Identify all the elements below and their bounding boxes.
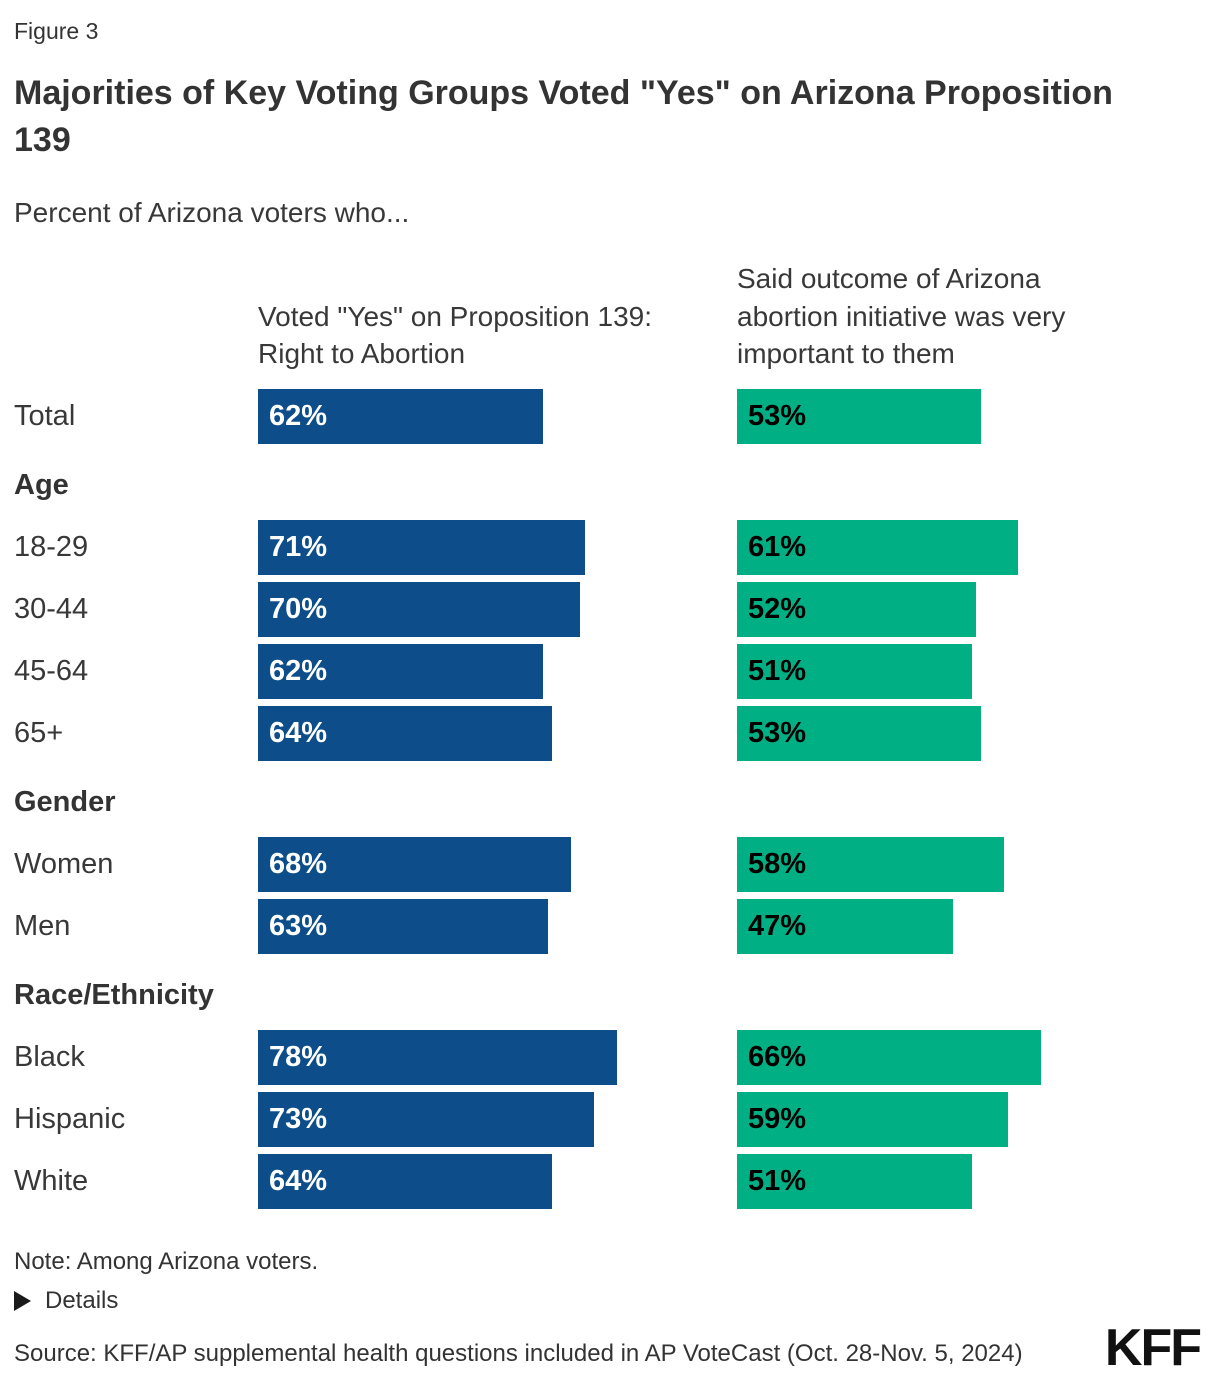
- bar-value-label: 62%: [269, 399, 328, 432]
- section-header-age: Age: [14, 468, 69, 501]
- row-label-30-44: 30-44: [14, 592, 89, 625]
- bar-value-label: 63%: [269, 909, 328, 942]
- bar-cell: 73%: [258, 1091, 737, 1147]
- chart-row-total: Total 62% 53%: [14, 388, 1200, 444]
- bar-value-label: 62%: [269, 654, 328, 687]
- bar-cell: 68%: [258, 836, 737, 892]
- bar-cell: 64%: [258, 1153, 737, 1209]
- bar-outcome-very-important-men: 47%: [737, 898, 954, 954]
- chart-row-black: Black 78% 66%: [14, 1029, 1200, 1085]
- bar-outcome-very-important-45-64: 51%: [737, 643, 972, 699]
- row-label-white: White: [14, 1164, 89, 1197]
- bar-voted-yes-prop-139-men: 63%: [258, 898, 548, 954]
- bar-value-label: 64%: [269, 716, 328, 749]
- bar-voted-yes-prop-139-30-44: 70%: [258, 581, 580, 637]
- chart-row-30-44: 30-44 70% 52%: [14, 581, 1200, 637]
- bar-outcome-very-important-total: 53%: [737, 388, 981, 444]
- row-label-women: Women: [14, 847, 114, 880]
- bar-value-label: 51%: [748, 1164, 807, 1197]
- bar-cell: 53%: [737, 705, 1200, 761]
- chart-row-18-29: 18-29 71% 61%: [14, 519, 1200, 575]
- figure-footer: Note: Among Arizona voters. Details Sour…: [14, 1248, 1202, 1378]
- details-toggle[interactable]: Details: [14, 1287, 118, 1315]
- column-header-voted-yes: Voted "Yes" on Proposition 139: Right to…: [258, 300, 653, 370]
- bar-cell: 71%: [258, 519, 737, 575]
- bar-cell: 51%: [737, 1153, 1200, 1209]
- bar-value-label: 70%: [269, 592, 328, 625]
- section-header-race-ethnicity: Race/Ethnicity: [14, 978, 214, 1011]
- bar-value-label: 64%: [269, 1164, 328, 1197]
- bar-outcome-very-important-30-44: 52%: [737, 581, 977, 637]
- chart-note: Note: Among Arizona voters.: [14, 1248, 319, 1276]
- column-headers: Voted "Yes" on Proposition 139: Right to…: [14, 247, 1200, 373]
- bar-cell: 51%: [737, 643, 1200, 699]
- bar-voted-yes-prop-139-black: 78%: [258, 1029, 617, 1085]
- bar-value-label: 61%: [748, 530, 807, 563]
- chart-row-45-64: 45-64 62% 51%: [14, 643, 1200, 699]
- row-label-black: Black: [14, 1040, 85, 1073]
- bar-cell: 70%: [258, 581, 737, 637]
- bar-value-label: 53%: [748, 716, 807, 749]
- figure-label: Figure 3: [14, 18, 99, 44]
- row-label-total: Total: [14, 399, 76, 432]
- column-header-outcome-important: Said outcome of Arizona abortion initiat…: [737, 263, 1066, 370]
- bar-outcome-very-important-hispanic: 59%: [737, 1091, 1009, 1147]
- bar-cell: 53%: [737, 388, 1200, 444]
- row-label-hispanic: Hispanic: [14, 1102, 126, 1135]
- section-header-gender: Gender: [14, 785, 116, 818]
- source-text: Source: KFF/AP supplemental health quest…: [14, 1340, 1023, 1367]
- bar-value-label: 68%: [269, 847, 328, 880]
- bar-value-label: 78%: [269, 1040, 328, 1073]
- kff-logo[interactable]: KFF: [1104, 1319, 1202, 1378]
- bar-voted-yes-prop-139-45-64: 62%: [258, 643, 544, 699]
- bar-value-label: 59%: [748, 1102, 807, 1135]
- bar-cell: 58%: [737, 836, 1200, 892]
- chart-rows: Total 62% 53% Age 18-29 71% 61% 30-44 70% 52% 45-6…: [14, 388, 1200, 1209]
- bar-cell: 62%: [258, 643, 737, 699]
- bar-cell: 64%: [258, 705, 737, 761]
- bar-outcome-very-important-women: 58%: [737, 836, 1004, 892]
- bar-cell: 62%: [258, 388, 737, 444]
- bar-value-label: 52%: [748, 592, 807, 625]
- bar-value-label: 58%: [748, 847, 807, 880]
- bar-value-label: 53%: [748, 399, 807, 432]
- details-expand-triangle-icon: [14, 1291, 31, 1312]
- bar-value-label: 66%: [748, 1040, 807, 1073]
- bar-voted-yes-prop-139-total: 62%: [258, 388, 544, 444]
- figure-container: Figure 3 Majorities of Key Voting Groups…: [14, 18, 1200, 1209]
- bar-outcome-very-important-18-29: 61%: [737, 519, 1018, 575]
- bar-outcome-very-important-65: 53%: [737, 705, 981, 761]
- bar-voted-yes-prop-139-65: 64%: [258, 705, 553, 761]
- row-label-18-29: 18-29: [14, 530, 89, 563]
- bar-cell: 66%: [737, 1029, 1200, 1085]
- source-row: Source: KFF/AP supplemental health quest…: [14, 1319, 1202, 1378]
- bar-value-label: 47%: [748, 909, 807, 942]
- row-label-65: 65+: [14, 716, 64, 749]
- bar-outcome-very-important-black: 66%: [737, 1029, 1041, 1085]
- bar-value-label: 71%: [269, 530, 328, 563]
- page-title: Majorities of Key Voting Groups Voted "Y…: [14, 73, 1113, 160]
- bar-value-label: 73%: [269, 1102, 328, 1135]
- chart-row-hispanic: Hispanic 73% 59%: [14, 1091, 1200, 1147]
- chart-row-white: White 64% 51%: [14, 1153, 1200, 1209]
- chart-row-65: 65+ 64% 53%: [14, 705, 1200, 761]
- details-label: Details: [45, 1287, 119, 1315]
- chart-row-women: Women 68% 58%: [14, 836, 1200, 892]
- row-label-45-64: 45-64: [14, 654, 89, 687]
- bar-voted-yes-prop-139-hispanic: 73%: [258, 1091, 594, 1147]
- bar-cell: 78%: [258, 1029, 737, 1085]
- bar-cell: 52%: [737, 581, 1200, 637]
- bar-cell: 61%: [737, 519, 1200, 575]
- bar-cell: 47%: [737, 898, 1200, 954]
- bar-cell: 59%: [737, 1091, 1200, 1147]
- bar-cell: 63%: [258, 898, 737, 954]
- bar-voted-yes-prop-139-white: 64%: [258, 1153, 553, 1209]
- bar-outcome-very-important-white: 51%: [737, 1153, 972, 1209]
- bar-voted-yes-prop-139-women: 68%: [258, 836, 571, 892]
- row-label-men: Men: [14, 909, 71, 942]
- chart-subtitle: Percent of Arizona voters who...: [14, 196, 410, 228]
- chart-row-men: Men 63% 47%: [14, 898, 1200, 954]
- bar-value-label: 51%: [748, 654, 807, 687]
- bar-voted-yes-prop-139-18-29: 71%: [258, 519, 585, 575]
